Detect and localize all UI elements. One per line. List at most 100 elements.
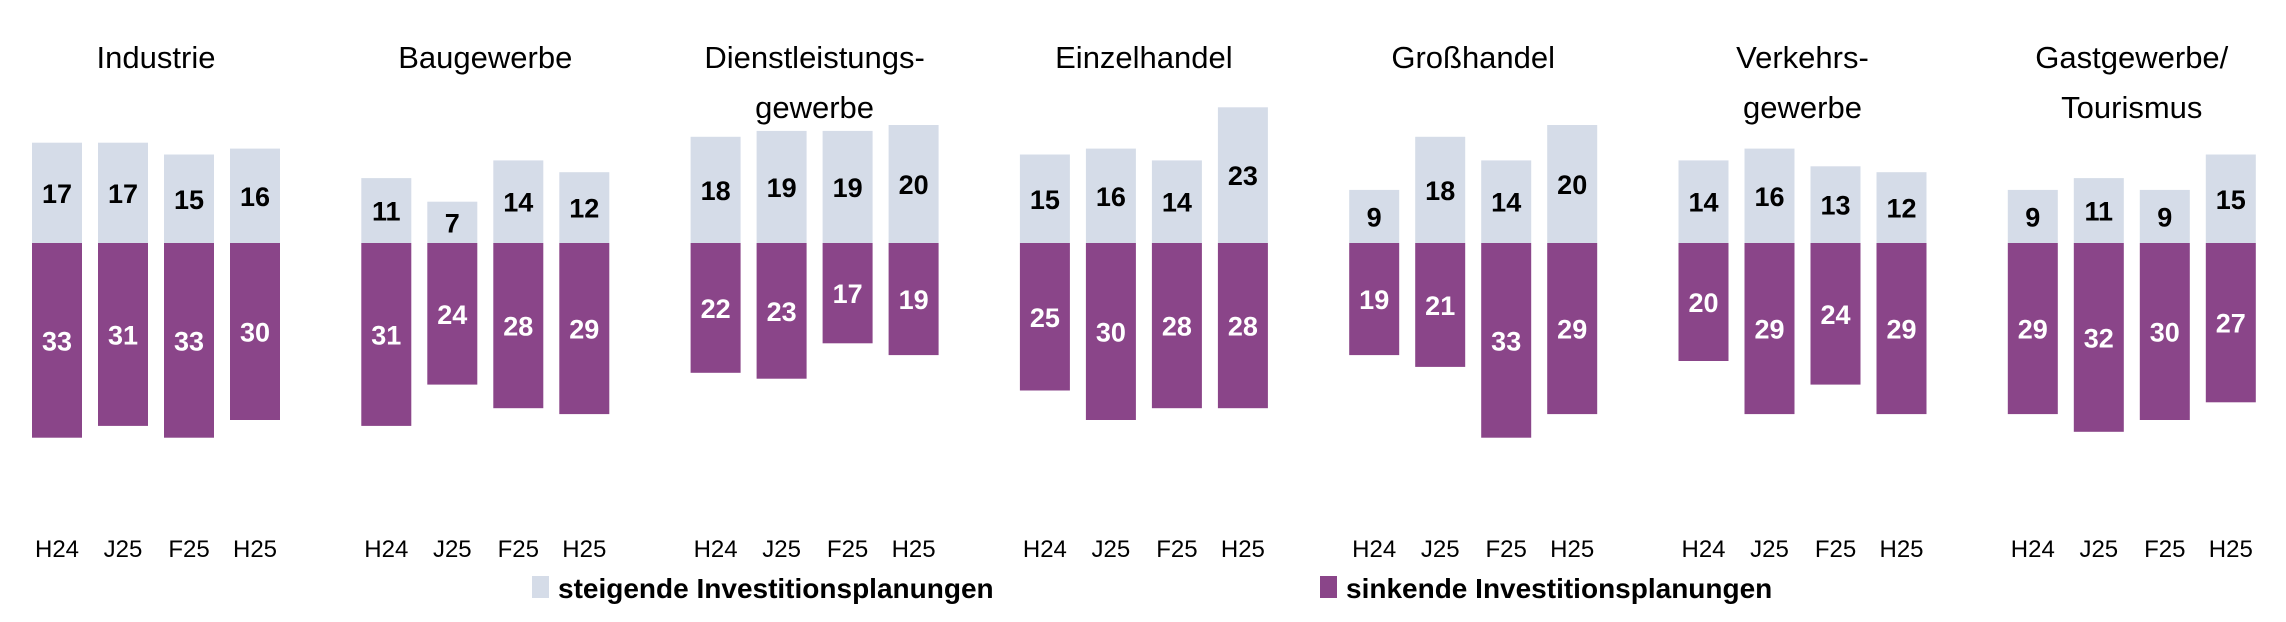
x-tick-label: F25: [827, 536, 868, 563]
bar-sinkend: [361, 243, 412, 426]
bar-sinkend: [1349, 243, 1400, 356]
bar-steigend: [2007, 189, 2058, 243]
bar-steigend: [690, 136, 741, 243]
bar-sinkend: [559, 243, 610, 415]
bar-sinkend: [1810, 243, 1861, 385]
x-tick-label: J25: [1421, 536, 1460, 563]
bar-sinkend: [427, 243, 478, 385]
bar-steigend: [164, 154, 214, 243]
bar-steigend: [2139, 189, 2190, 243]
data-label-steigend: 11: [2085, 197, 2114, 227]
bar-sinkend: [1547, 243, 1598, 415]
data-label-steigend: 11: [372, 197, 401, 227]
data-label-steigend: 23: [1228, 161, 1258, 191]
panel: Verkehrs-gewerbe 14 20 H24 16 29 J25 13 24 F25 12 2…: [1678, 40, 1927, 563]
panel-title: Einzelhandel: [1055, 40, 1233, 75]
data-label-steigend: 18: [1425, 176, 1455, 206]
bar-steigend: [822, 130, 873, 243]
bar-sinkend: [1744, 243, 1795, 415]
x-tick-label: H24: [1352, 536, 1396, 563]
data-label-sinkend: 31: [108, 320, 138, 350]
legend-label-sinkend: sinkende Investitionsplanungen: [1346, 573, 1772, 604]
panel-title: Dienstleistungs-: [704, 40, 925, 75]
data-label-sinkend: 29: [1754, 315, 1784, 345]
data-label-sinkend: 31: [371, 320, 401, 350]
x-tick-label: H24: [35, 536, 79, 563]
bar-steigend: [2073, 178, 2124, 243]
bar-sinkend: [2205, 243, 2256, 403]
x-tick-label: F25: [2144, 536, 2185, 563]
bar-steigend: [1810, 166, 1861, 243]
bar-steigend: [756, 130, 807, 243]
data-label-steigend: 17: [42, 179, 72, 209]
bar-sinkend: [164, 243, 214, 438]
data-label-sinkend: 23: [767, 297, 797, 327]
data-label-steigend: 14: [1162, 188, 1192, 218]
x-tick-label: F25: [1156, 536, 1197, 563]
panel: Baugewerbe 11 31 H24 7 24 J25 14 28 F25 12 29 H25: [361, 40, 610, 563]
bar-sinkend: [32, 243, 82, 438]
data-label-sinkend: 28: [1228, 312, 1258, 342]
data-label-steigend: 13: [1820, 191, 1850, 221]
data-label-sinkend: 33: [174, 326, 204, 356]
bar-steigend: [1151, 160, 1202, 243]
bar-sinkend: [1019, 243, 1070, 391]
bar-sinkend: [2073, 243, 2124, 432]
x-tick-label: H25: [1550, 536, 1594, 563]
bar-sinkend: [2139, 243, 2190, 420]
data-label-sinkend: 30: [240, 318, 270, 348]
data-label-steigend: 9: [2025, 202, 2040, 232]
x-tick-label: H25: [1879, 536, 1923, 563]
data-label-sinkend: 20: [1688, 288, 1718, 318]
data-label-steigend: 14: [503, 188, 533, 218]
bar-steigend: [493, 160, 544, 243]
bar-steigend: [1678, 160, 1729, 243]
data-label-steigend: 9: [1367, 202, 1382, 232]
bar-steigend: [559, 172, 610, 243]
bar-sinkend: [2007, 243, 2058, 415]
bar-sinkend: [1678, 243, 1729, 361]
data-label-sinkend: 29: [1557, 315, 1587, 345]
x-tick-label: H25: [562, 536, 606, 563]
data-label-sinkend: 33: [1491, 326, 1521, 356]
bar-steigend: [1349, 189, 1400, 243]
panel-title: Industrie: [97, 40, 216, 75]
data-label-sinkend: 17: [833, 279, 863, 309]
x-tick-label: H25: [2209, 536, 2253, 563]
bar-sinkend: [1085, 243, 1136, 420]
bar-steigend: [1085, 148, 1136, 243]
data-label-sinkend: 30: [2150, 318, 2180, 348]
bar-sinkend: [98, 243, 148, 426]
data-label-steigend: 7: [445, 208, 460, 238]
bar-steigend: [230, 148, 280, 243]
data-label-sinkend: 19: [899, 285, 929, 315]
data-label-sinkend: 33: [42, 326, 72, 356]
bar-steigend: [98, 142, 148, 243]
x-tick-label: H24: [694, 536, 738, 563]
x-tick-label: J25: [1750, 536, 1789, 563]
x-tick-label: J25: [762, 536, 801, 563]
legend: steigende Investitionsplanungen sinkende…: [532, 573, 1772, 604]
x-tick-label: J25: [104, 536, 143, 563]
panel-title: Großhandel: [1391, 40, 1555, 75]
bar-steigend: [1019, 154, 1070, 243]
bar-sinkend: [1415, 243, 1466, 367]
panel-title: Tourismus: [2061, 90, 2202, 125]
data-label-steigend: 12: [1886, 194, 1916, 224]
data-label-sinkend: 28: [503, 312, 533, 342]
data-label-steigend: 19: [833, 173, 863, 203]
data-label-sinkend: 24: [437, 300, 467, 330]
bar-steigend: [32, 142, 82, 243]
bar-sinkend: [1876, 243, 1927, 415]
data-label-steigend: 9: [2157, 202, 2172, 232]
data-label-sinkend: 25: [1030, 303, 1060, 333]
data-label-sinkend: 19: [1359, 285, 1389, 315]
bar-sinkend: [1481, 243, 1532, 438]
bar-steigend: [1217, 107, 1268, 243]
x-tick-label: H24: [364, 536, 408, 563]
data-label-steigend: 16: [1754, 182, 1784, 212]
x-tick-label: H25: [233, 536, 277, 563]
data-label-steigend: 16: [1096, 182, 1126, 212]
data-label-steigend: 20: [1557, 170, 1587, 200]
bar-sinkend: [888, 243, 939, 356]
